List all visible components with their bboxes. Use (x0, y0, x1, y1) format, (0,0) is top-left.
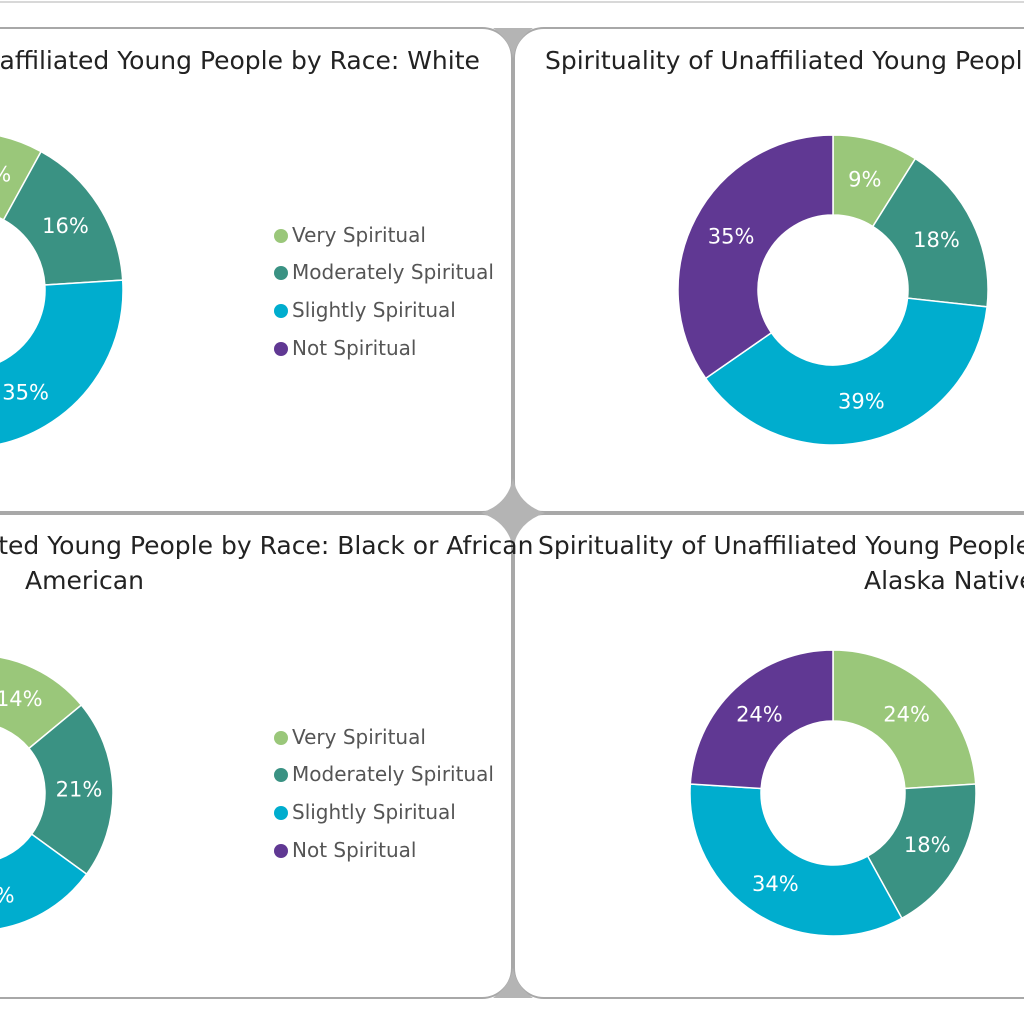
chart-4-label-very: 24% (883, 703, 930, 727)
chart-3-legend: Very Spiritual Moderately Spiritual Slig… (274, 725, 494, 862)
chart-panel-4: Spirituality of Unaffiliated Young Peopl… (538, 531, 1024, 937)
chart-1-legend: Very Spiritual Moderately Spiritual Slig… (274, 223, 494, 360)
chart-panel-2: Spirituality of Unaffiliated Young Peopl… (545, 46, 1024, 446)
chart-3-donut: 14%21%25%40% (0, 656, 114, 930)
chart-3-label-slightly: 25% (0, 884, 15, 908)
chart-1-slice-slightly (0, 279, 124, 445)
chart-1-label-very: 8% (0, 163, 11, 187)
legend-1-label-moderately: Moderately Spiritual (292, 260, 494, 284)
chart-4-label-slightly: 34% (752, 872, 799, 896)
chart-4-label-moderately: 18% (904, 833, 951, 857)
chart-2-slice-slightly (704, 297, 988, 446)
panel-frame-top-left (0, 27, 513, 513)
panel-frame-bottom-left (0, 513, 513, 999)
legend-3-swatch-very (274, 731, 288, 745)
legend-3-label-moderately: Moderately Spiritual (292, 762, 494, 786)
chart-4-slice-not (689, 649, 834, 790)
chart-3-title-line-2: American (25, 566, 144, 595)
chart-4-title-line-2: Alaska Native (864, 566, 1024, 595)
legend-1-swatch-very (274, 229, 288, 243)
connector-top (493, 28, 533, 58)
chart-2-slice-not (677, 134, 834, 380)
legend-3-swatch-slightly (274, 806, 288, 820)
connector-bottom (493, 968, 533, 998)
chart-4-title-line-1: Spirituality of Unaffiliated Young Peopl… (538, 531, 1024, 560)
legend-3-label-very: Very Spiritual (292, 725, 426, 749)
chart-4-donut: 24% 18% 34% 24% (689, 649, 977, 937)
chart-2-label-moderately: 18% (913, 228, 960, 252)
chart-4-slice-moderately (866, 783, 977, 920)
chart-panel-3: Spirituality of Unaffiliated Young Peopl… (0, 531, 533, 930)
chart-4-slice-slightly (689, 783, 903, 937)
chart-1-slice-moderately (2, 150, 124, 286)
chart-1-donut: 8%16%35%41% (0, 135, 124, 445)
legend-1-label-slightly: Slightly Spiritual (292, 298, 456, 322)
chart-panel-1: Spirituality of Unaffiliated Young Peopl… (0, 46, 494, 445)
legend-3-swatch-not (274, 844, 288, 858)
connector-middle (481, 478, 545, 548)
legend-1-label-very: Very Spiritual (292, 223, 426, 247)
legend-1-swatch-slightly (274, 304, 288, 318)
chart-2-label-not: 35% (708, 225, 755, 249)
chart-2-label-slightly: 39% (838, 389, 885, 413)
legend-1-swatch-moderately (274, 266, 288, 280)
legend-3-label-slightly: Slightly Spiritual (292, 800, 456, 824)
legend-1-label-not: Not Spiritual (292, 336, 416, 360)
chart-3-title-line-1: Spirituality of Unaffiliated Young Peopl… (0, 531, 533, 560)
chart-3-slice-moderately (27, 703, 114, 876)
chart-2-slice-moderately (871, 157, 989, 308)
chart-1-label-moderately: 16% (42, 214, 89, 238)
chart-3-label-moderately: 21% (56, 778, 103, 802)
legend-1-swatch-not (274, 342, 288, 356)
legend-3-swatch-moderately (274, 768, 288, 782)
chart-2-label-very: 9% (848, 167, 881, 191)
chart-4-slice-very (832, 649, 977, 790)
chart-3-slice-slightly (0, 833, 88, 930)
chart-1-label-slightly: 35% (2, 380, 49, 404)
chart-1-title-line-1: Spirituality of Unaffiliated Young Peopl… (0, 46, 480, 75)
legend-3-label-not: Not Spiritual (292, 838, 416, 862)
chart-4-label-not: 24% (736, 703, 783, 727)
chart-2-title-line-1: Spirituality of Unaffiliated Young Peopl… (545, 46, 1024, 75)
chart-2-donut: 9% 18% 39% 35% (677, 134, 989, 446)
chart-3-label-very: 14% (0, 687, 43, 711)
